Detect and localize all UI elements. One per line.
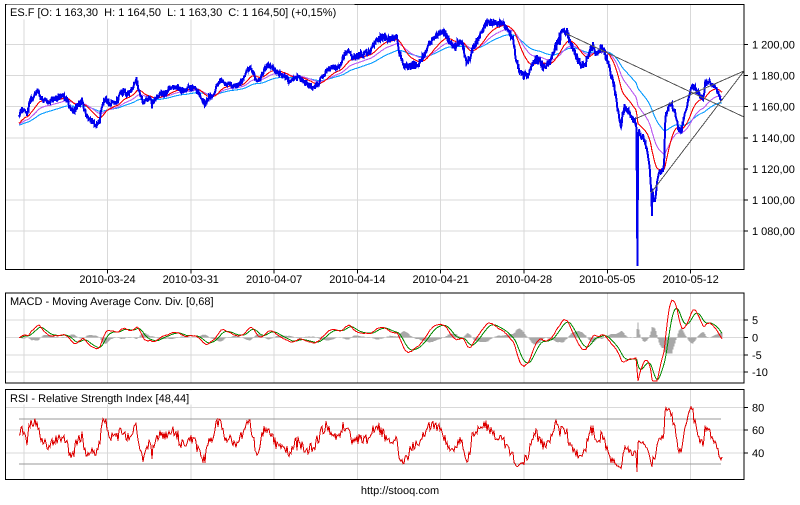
svg-text:5: 5 [752, 315, 758, 327]
svg-text:1 160,00: 1 160,00 [752, 102, 795, 114]
svg-text:80: 80 [752, 403, 764, 415]
svg-text:2010-05-12: 2010-05-12 [662, 274, 718, 286]
svg-text:1 200,00: 1 200,00 [752, 40, 795, 52]
svg-text:2010-04-21: 2010-04-21 [413, 274, 469, 286]
svg-text:0: 0 [752, 333, 758, 345]
svg-text:-10: -10 [752, 367, 768, 379]
svg-text:40: 40 [752, 448, 764, 460]
svg-text:http://stooq.com: http://stooq.com [361, 485, 439, 497]
svg-text:RSI - Relative Strength Index: RSI - Relative Strength Index [48,44] [10, 393, 189, 405]
svg-text:2010-04-07: 2010-04-07 [246, 274, 302, 286]
svg-text:1 140,00: 1 140,00 [752, 133, 795, 145]
svg-text:1 080,00: 1 080,00 [752, 226, 795, 238]
svg-text:ES.F [O: 1 163,30 H: 1 164,50: ES.F [O: 1 163,30 H: 1 164,50 L: 1 163,3… [10, 7, 336, 19]
svg-text:60: 60 [752, 425, 764, 437]
svg-text:MACD - Moving Average Conv. Di: MACD - Moving Average Conv. Div. [0,68] [10, 296, 214, 308]
svg-text:1 100,00: 1 100,00 [752, 195, 795, 207]
svg-text:2010-04-14: 2010-04-14 [329, 274, 385, 286]
svg-text:1 120,00: 1 120,00 [752, 164, 795, 176]
svg-text:2010-03-24: 2010-03-24 [79, 274, 135, 286]
svg-text:-5: -5 [752, 350, 762, 362]
svg-text:1 180,00: 1 180,00 [752, 71, 795, 83]
svg-text:2010-03-31: 2010-03-31 [163, 274, 219, 286]
svg-text:2010-05-05: 2010-05-05 [579, 274, 635, 286]
svg-text:2010-04-28: 2010-04-28 [496, 274, 552, 286]
